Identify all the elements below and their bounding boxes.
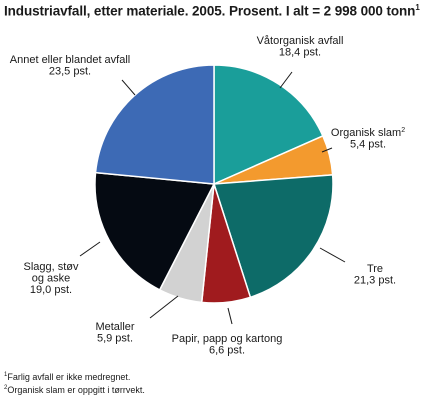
slice-value-4: 5,9 pst.: [97, 333, 133, 345]
leader-line-6: [121, 79, 136, 96]
slice-label-5: Slagg, støv og aske 19,0 pst.: [23, 261, 79, 296]
pie-slice-0: [213, 64, 324, 185]
slice-label-6: Annet eller blandet avfall 23,5 pst.: [10, 54, 130, 78]
leader-line-5: [79, 241, 101, 257]
leader-lines: [79, 71, 346, 325]
leader-line-2: [319, 247, 346, 263]
slice-label-3: Papir, papp og kartong 6,6 pst.: [172, 333, 283, 357]
pie-slices: [94, 64, 334, 304]
slice-value-1: 5,4 pst.: [350, 139, 386, 151]
slice-label-2: Tre 21,3 pst.: [354, 263, 396, 287]
pie-slice-2: [213, 174, 334, 299]
leader-line-1: [321, 147, 333, 153]
slice-value-3: 6,6 pst.: [209, 345, 245, 357]
slice-label-0: Våtorganisk avfall 18,4 pst.: [257, 35, 344, 59]
pie-slice-6: [94, 64, 215, 185]
leader-line-4: [149, 295, 179, 319]
slice-value-5: 19,0 pst.: [30, 284, 72, 296]
leader-line-0: [279, 71, 293, 89]
slice-label-1: Organisk slam2 5,4 pst.: [331, 127, 405, 151]
slice-labels: Våtorganisk avfall 18,4 pst. Organisk slam…: [10, 35, 405, 357]
leader-line-3: [227, 307, 233, 325]
footnote-1: 1Farlig avfall er ikke medregnet.: [4, 372, 131, 382]
footnote-2: 2Organisk slam er oppgitt i tørrvekt.: [4, 385, 145, 395]
slice-value-2: 21,3 pst.: [354, 275, 396, 287]
slice-value-6: 23,5 pst.: [49, 66, 91, 78]
pie-slice-5: [94, 171, 215, 291]
slice-value-0: 18,4 pst.: [279, 47, 321, 59]
slice-label-4: Metaller 5,9 pst.: [95, 321, 134, 345]
chart-title: Industriavfall, etter materiale. 2005. P…: [4, 3, 420, 19]
